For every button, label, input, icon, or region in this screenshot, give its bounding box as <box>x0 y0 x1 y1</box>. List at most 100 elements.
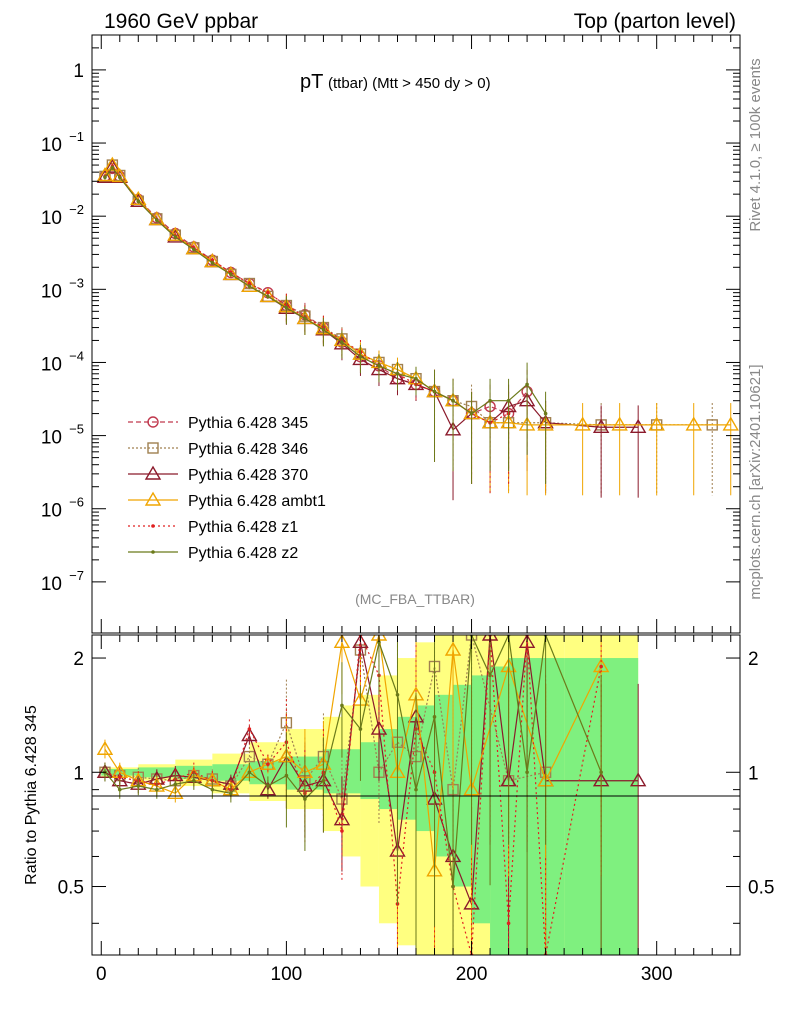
main-point <box>451 398 455 403</box>
ratio-line <box>104 635 602 955</box>
ratio-band-green <box>360 742 379 800</box>
main-point <box>210 258 215 263</box>
main-series <box>99 162 533 484</box>
main-title: pT <box>300 71 323 93</box>
main-point <box>340 340 344 344</box>
ratio-ytick-label-right: 2 <box>748 649 759 670</box>
legend-marker <box>151 524 155 528</box>
ratio-point <box>210 787 215 792</box>
legend-entry: Pythia 6.428 346 <box>128 441 308 458</box>
legend-label: Pythia 6.428 345 <box>188 415 308 432</box>
main-series-layer <box>96 156 739 501</box>
main-ytick-label: 10 −5 <box>41 422 84 449</box>
main-point <box>543 411 548 416</box>
legend-label: Pythia 6.428 370 <box>188 467 308 484</box>
main-series <box>96 158 647 501</box>
legend-entry: Pythia 6.428 ambt1 <box>128 491 326 510</box>
main-point <box>148 211 166 226</box>
main-panel: 1 10−1 10−2 10−3 10−4 10−5 10−6 10−7 pT (ttbar)… <box>41 34 741 634</box>
ratio-point <box>629 772 647 787</box>
legend-marker <box>147 416 159 428</box>
ratio-y-ticks: 0.5 0.5 1 1 2 2 <box>58 649 774 924</box>
ratio-point <box>167 784 184 800</box>
main-point <box>111 167 128 183</box>
main-point <box>192 247 196 252</box>
main-point <box>241 277 258 292</box>
ratio-ytick-label-right: 0.5 <box>748 878 774 899</box>
ratio-band-green <box>490 666 509 955</box>
ratio-point <box>247 727 252 731</box>
main-x-ticks <box>100 35 732 633</box>
main-point <box>103 175 107 180</box>
main-point <box>110 165 115 170</box>
ratio-ytick-label: 0.5 <box>58 878 84 899</box>
main-point <box>222 265 240 281</box>
ratio-line <box>104 635 602 887</box>
main-ytick-label: 10 −1 <box>41 129 84 156</box>
ratio-band-green <box>601 658 639 955</box>
watermark: (MC_FBA_TTBAR) <box>355 591 475 607</box>
main-ytick-label: 10 −6 <box>41 495 84 522</box>
main-point <box>130 190 147 206</box>
ratio-band-green <box>453 684 472 887</box>
main-line <box>104 166 547 415</box>
ratio-band-green <box>527 658 546 955</box>
main-title-suffix: (ttbar) (Mtt > 450 dy > 0) <box>328 75 491 92</box>
main-point <box>284 305 289 310</box>
ratio-point <box>358 727 363 731</box>
ratio-point <box>488 673 492 678</box>
main-point <box>395 371 400 376</box>
ratio-point <box>243 750 256 763</box>
ratio-point <box>259 755 277 770</box>
legend-entry: Pythia 6.428 370 <box>128 465 308 484</box>
main-point <box>96 168 114 184</box>
main-ytick-label: 10 −2 <box>41 202 84 229</box>
ratio-point <box>192 778 196 783</box>
ratio-point <box>241 727 258 742</box>
legend-marker <box>147 442 159 454</box>
legend-label: Pythia 6.428 346 <box>188 441 308 458</box>
ratio-point <box>451 884 455 889</box>
header-right: Top (parton level) <box>574 10 736 33</box>
main-point <box>167 228 184 243</box>
ratio-ytick-label: 2 <box>73 649 84 670</box>
ratio-point <box>247 770 252 775</box>
main-point <box>648 416 665 431</box>
ratio-point <box>395 693 400 697</box>
main-point <box>611 416 628 431</box>
ratio-point <box>370 720 388 735</box>
legend-marker <box>151 550 155 554</box>
ratio-point <box>599 770 603 775</box>
main-point <box>266 294 270 299</box>
ratio-point <box>321 778 326 783</box>
ratio-bands <box>101 635 639 955</box>
main-point <box>173 235 178 239</box>
main-line <box>104 165 509 424</box>
main-point <box>247 284 252 289</box>
main-line <box>104 163 731 426</box>
ratio-ytick-label-right: 1 <box>748 763 759 784</box>
ratio-point <box>333 635 351 649</box>
ratio-band-green <box>545 658 565 955</box>
legend-label: Pythia 6.428 ambt1 <box>188 493 326 510</box>
main-point <box>229 272 233 277</box>
ratio-point <box>96 740 114 755</box>
xtick-label: 100 <box>271 964 303 985</box>
ratio-point <box>432 715 437 719</box>
ratio-band-green <box>212 764 250 781</box>
main-line <box>104 167 528 415</box>
ratio-point <box>506 921 511 926</box>
ratio-point <box>229 791 233 796</box>
ratio-point <box>136 784 141 788</box>
legend-entry: Pythia 6.428 z2 <box>128 545 298 562</box>
ratio-point <box>377 640 381 645</box>
main-ytick-label: 1 <box>73 61 84 82</box>
main-point <box>574 416 591 431</box>
ratio-point <box>266 784 270 788</box>
ratio-band-green <box>508 658 528 955</box>
ratio-ytick-label: 1 <box>73 763 84 784</box>
main-point <box>525 382 529 387</box>
main-point <box>592 418 610 433</box>
ratio-band-green <box>378 729 398 810</box>
